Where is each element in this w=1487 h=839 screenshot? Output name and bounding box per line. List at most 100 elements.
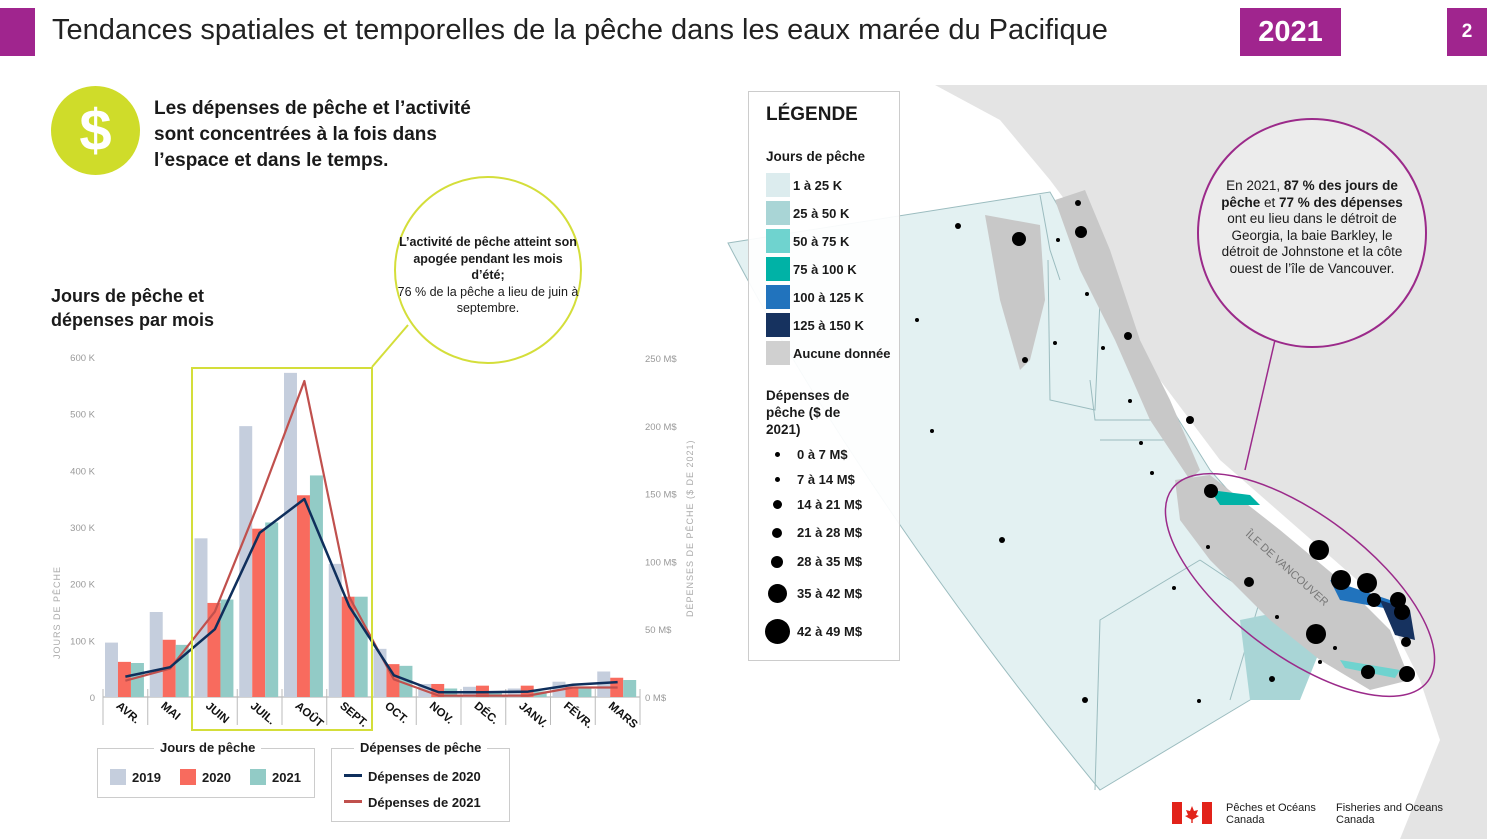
x-tick-label: DÉC. <box>472 699 501 727</box>
spend-legend-item: 35 à 42 M$ <box>763 584 862 603</box>
swatch <box>766 201 790 225</box>
bar-2020 <box>117 661 131 697</box>
bar-2019 <box>597 671 611 697</box>
dot-icon <box>772 527 782 538</box>
concentration-callout: En 2021, 87 % des jours de pêche et 77 %… <box>1197 118 1427 348</box>
swatch <box>766 313 790 337</box>
x-tick-label: OCT. <box>382 700 410 726</box>
spend-legend-label: 0 à 7 M$ <box>797 447 848 462</box>
dfo-english: Fisheries and Oceans Canada <box>1336 802 1443 826</box>
bar-2021 <box>220 599 234 697</box>
spend-legend-item: 7 à 14 M$ <box>763 472 855 487</box>
spend-legend-label: 35 à 42 M$ <box>797 586 863 601</box>
year-badge: 2021 <box>1240 8 1341 56</box>
lines-legend-title: Dépenses de pêche <box>354 740 488 755</box>
spend-legend-item: 14 à 21 M$ <box>763 497 862 512</box>
legend-spend-2020: Dépenses de 2020 <box>344 769 481 784</box>
legend-2021: 2021 <box>250 769 301 785</box>
days-legend-label: Aucune donnée <box>793 345 891 361</box>
swatch <box>766 173 790 197</box>
bar-2020 <box>252 528 266 697</box>
x-tick-label: NOV. <box>427 700 455 727</box>
days-legend-item: 25 à 50 K <box>766 201 849 225</box>
header-accent <box>0 8 35 56</box>
focus-ellipse <box>1164 472 1436 698</box>
y-tick-label: 0 <box>90 693 95 704</box>
dot-icon <box>774 477 780 482</box>
spend-legend-title: Dépenses de pêche ($ de 2021) <box>766 388 850 437</box>
haida-gwaii <box>985 215 1045 370</box>
swatch <box>766 285 790 309</box>
bar-2019 <box>149 612 163 697</box>
y-tick-label: 400 K <box>70 466 95 477</box>
swatch <box>766 341 790 365</box>
chart-title: Jours de pêche et dépenses par mois <box>51 286 215 330</box>
x-tick-label: MARS <box>606 700 640 731</box>
dot-icon <box>767 584 787 603</box>
bar-2021 <box>399 665 413 697</box>
days-legend-item: Aucune donnée <box>766 341 891 365</box>
y-tick-label: 100 K <box>70 636 95 647</box>
callout-text: 76 % de la pêche a lieu de juin à septem… <box>397 284 579 316</box>
bar-2019 <box>105 642 118 697</box>
days-legend-label: 50 à 75 K <box>793 233 850 249</box>
days-legend-item: 125 à 150 K <box>766 313 864 337</box>
dot-icon <box>772 500 782 509</box>
dot-icon <box>771 555 783 568</box>
legend-spend-2021: Dépenses de 2021 <box>344 795 481 810</box>
callout-bold: L’activité de pêche atteint son apogée p… <box>399 235 577 282</box>
y-tick-label: 500 K <box>70 410 95 421</box>
days-legend-label: 25 à 50 K <box>793 205 850 221</box>
days-legend-item: 75 à 100 K <box>766 257 857 281</box>
page-number: 2 <box>1447 8 1487 56</box>
summer-callout: L’activité de pêche atteint son apogée p… <box>394 176 582 364</box>
spend-legend-label: 28 à 35 M$ <box>797 554 863 569</box>
bar-2021 <box>623 680 637 697</box>
x-tick-label: JANV. <box>516 700 549 730</box>
spend-legend-label: 21 à 28 M$ <box>797 525 863 540</box>
bar-2019 <box>284 372 297 697</box>
x-tick-label: MAI <box>158 700 182 723</box>
y2-tick-label: 100 M$ <box>645 557 677 568</box>
map-legend-title: LÉGENDE <box>766 104 858 125</box>
focus-pointer <box>1244 339 1276 471</box>
bar-2020 <box>565 686 579 697</box>
spend-legend-item: 21 à 28 M$ <box>763 525 862 540</box>
bars-legend-title: Jours de pêche <box>154 740 262 755</box>
spending-dots <box>915 200 1415 703</box>
days-legend-label: 75 à 100 K <box>793 261 857 277</box>
y2-tick-label: 200 M$ <box>645 422 677 433</box>
days-legend-label: 100 à 125 K <box>793 289 864 305</box>
spend-legend-label: 42 à 49 M$ <box>797 624 863 639</box>
bar-2019 <box>328 563 342 697</box>
bar-2021 <box>130 663 144 697</box>
y2-axis-label: DÉPENSES DE PÊCHE ($ DE 2021) <box>685 439 695 617</box>
y2-tick-label: 150 M$ <box>645 490 677 501</box>
bar-2021 <box>309 475 323 697</box>
days-legend-label: 125 à 150 K <box>793 317 864 333</box>
spend-legend-item: 28 à 35 M$ <box>763 554 862 569</box>
dfo-french: Pêches et Océans Canada <box>1226 802 1316 826</box>
bar-2020 <box>341 596 355 697</box>
days-legend-item: 100 à 125 K <box>766 285 864 309</box>
spend-legend-label: 7 à 14 M$ <box>797 472 855 487</box>
spend-legend-item: 0 à 7 M$ <box>763 447 848 462</box>
swatch <box>766 229 790 253</box>
summer-highlight-box <box>191 367 373 731</box>
johnstone-zone <box>1210 490 1260 505</box>
days-legend-title: Jours de pêche <box>766 149 866 164</box>
y2-tick-label: 250 M$ <box>645 354 677 365</box>
y-tick-label: 600 K <box>70 353 95 364</box>
y2-tick-label: 0 M$ <box>645 693 667 704</box>
intro-text: Les dépenses de pêche et l’activité sont… <box>154 98 471 171</box>
dollar-icon: $ <box>51 86 140 175</box>
page-title: Tendances spatiales et temporelles de la… <box>52 14 1108 46</box>
map-legend: LÉGENDE Jours de pêche 1 à 25 K 25 à 50 K… <box>748 91 900 661</box>
dot-icon <box>764 619 790 644</box>
x-tick-label: AVR. <box>114 700 142 726</box>
bar-2021 <box>488 691 502 697</box>
days-legend-item: 1 à 25 K <box>766 173 842 197</box>
bars-legend: Jours de pêche 2019 2020 2021 <box>97 740 315 798</box>
dot-icon <box>774 452 780 457</box>
zone-borders <box>1039 194 1261 791</box>
